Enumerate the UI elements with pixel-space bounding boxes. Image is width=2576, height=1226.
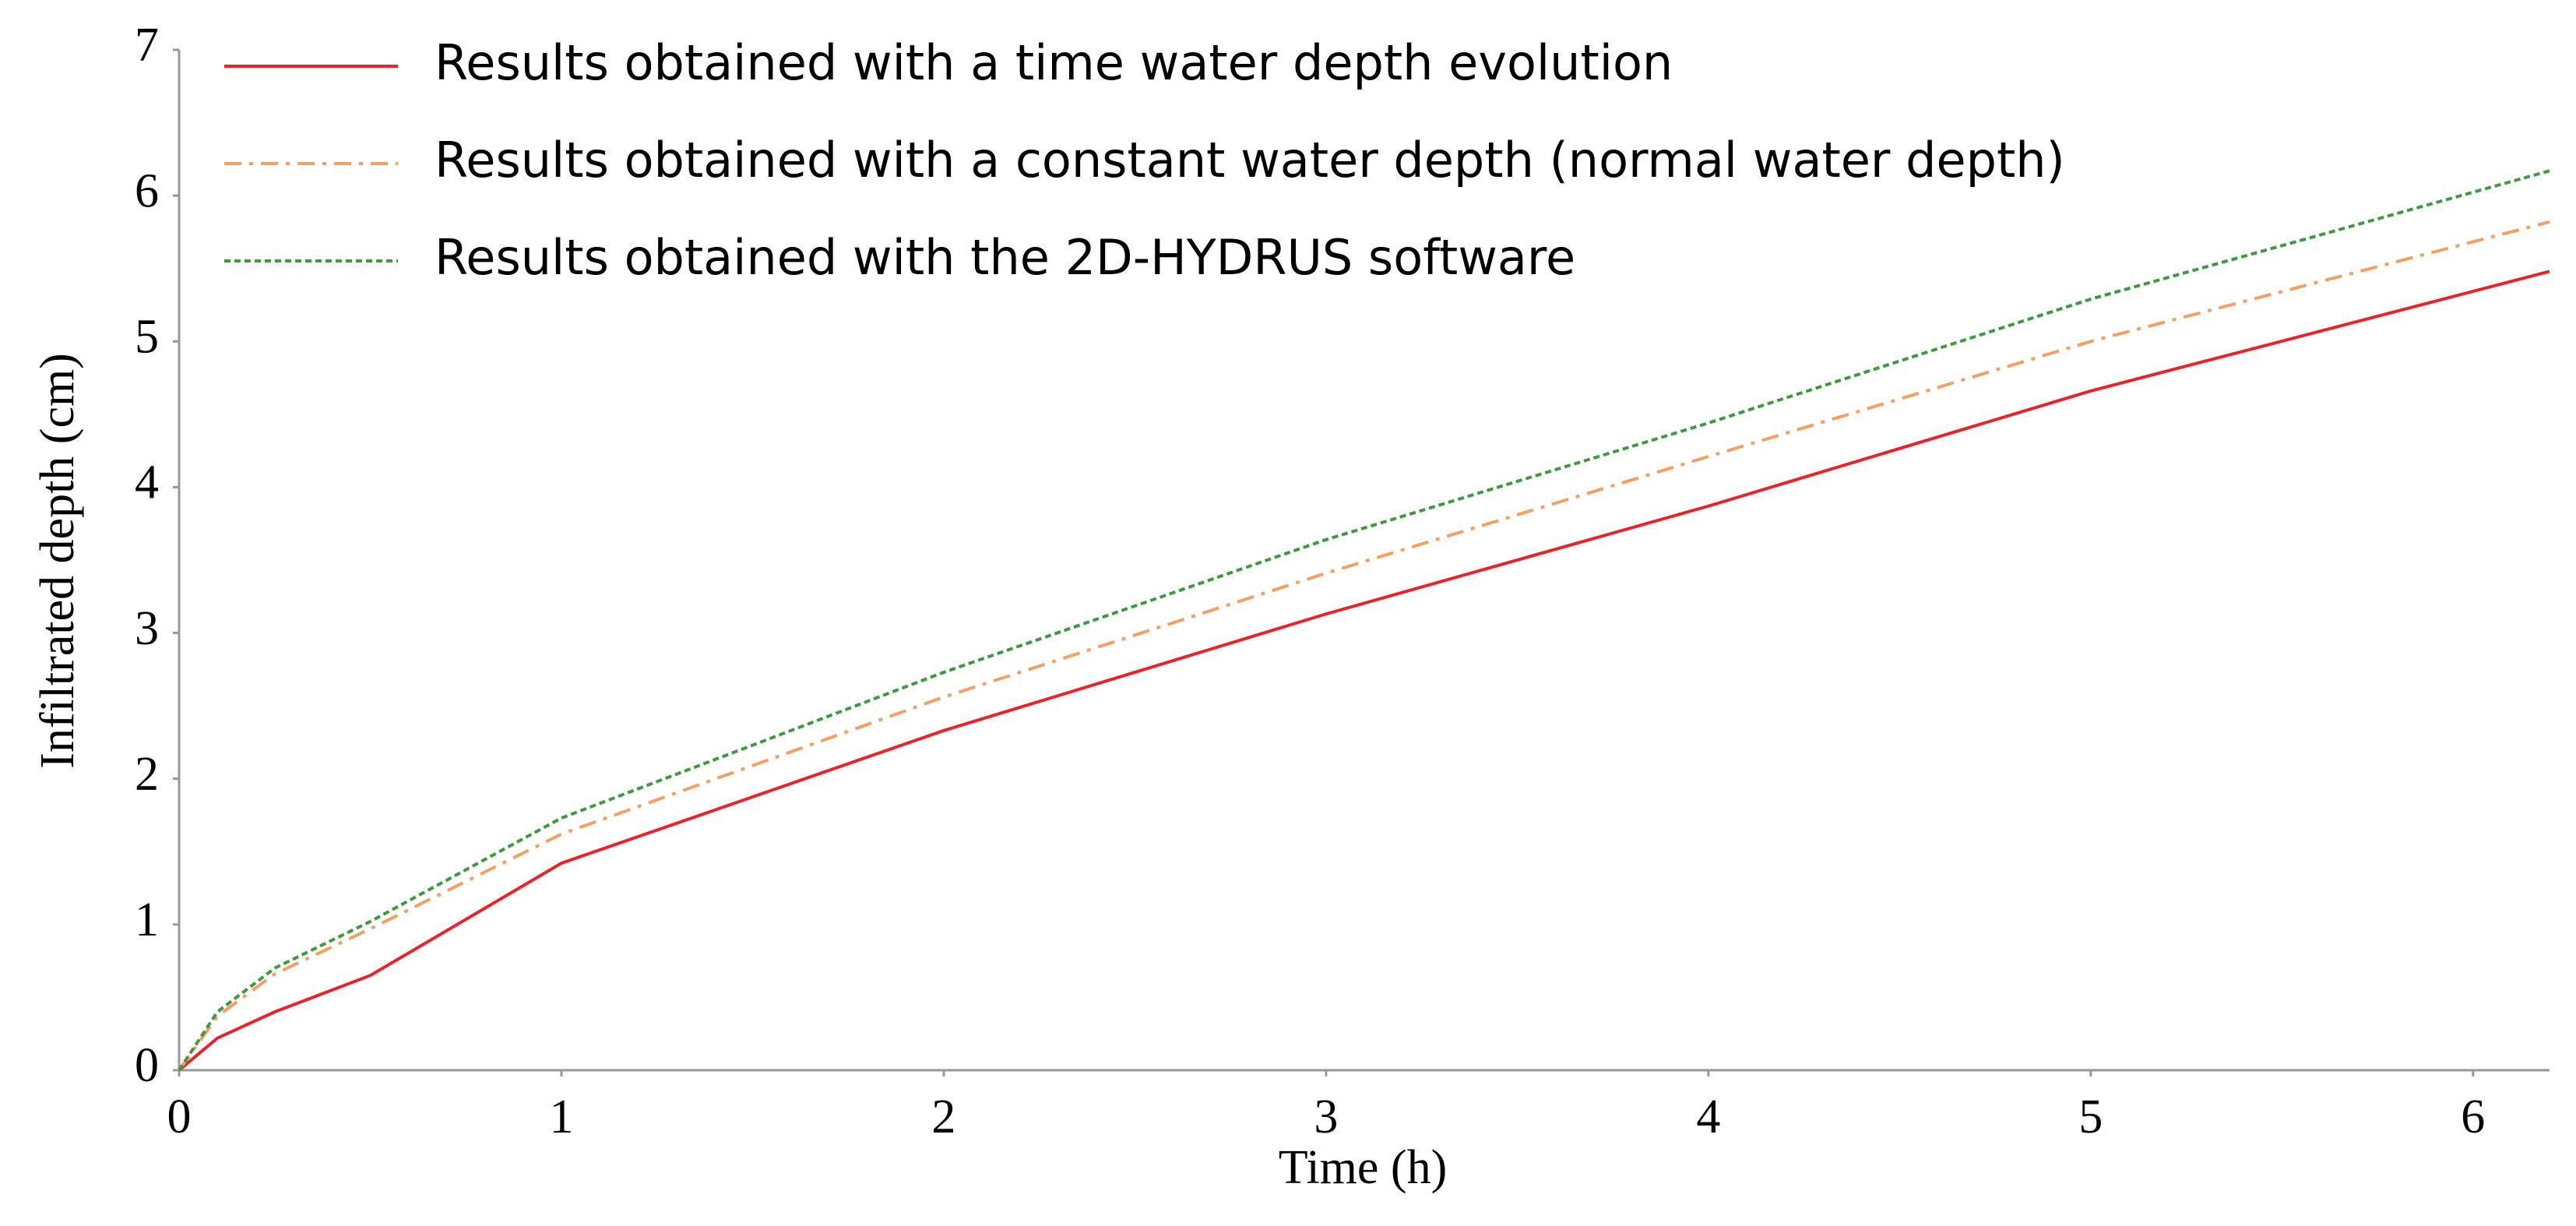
y-tick-label: 3	[135, 602, 159, 655]
y-tick-label: 6	[135, 164, 159, 217]
legend-label: Results obtained with a time water depth…	[435, 34, 1673, 91]
y-axis-label: Infiltrated depth (cm)	[31, 353, 84, 769]
x-tick-label: 5	[2078, 1090, 2103, 1143]
series-line	[178, 270, 2550, 1072]
y-tick-label: 2	[135, 748, 159, 801]
series-line	[178, 169, 2550, 1072]
y-tick-label: 0	[135, 1039, 159, 1092]
y-tick-label: 5	[135, 311, 159, 364]
y-tick-label: 4	[135, 456, 159, 509]
x-axis-label: Time (h)	[1279, 1141, 1447, 1194]
y-tick-label: 1	[135, 893, 159, 946]
x-tick-label: 2	[931, 1090, 955, 1143]
x-tick-label: 3	[1314, 1090, 1338, 1143]
legend-label: Results obtained with the 2D-HYDRUS soft…	[435, 229, 1575, 286]
x-tick-label: 4	[1696, 1090, 1720, 1143]
x-tick-label: 6	[2461, 1090, 2485, 1143]
x-tick-label: 0	[167, 1090, 192, 1143]
x-tick-label: 1	[549, 1090, 573, 1143]
series-line	[178, 220, 2550, 1072]
y-tick-label: 7	[135, 19, 159, 72]
legend-label: Results obtained with a constant water d…	[435, 132, 2065, 188]
